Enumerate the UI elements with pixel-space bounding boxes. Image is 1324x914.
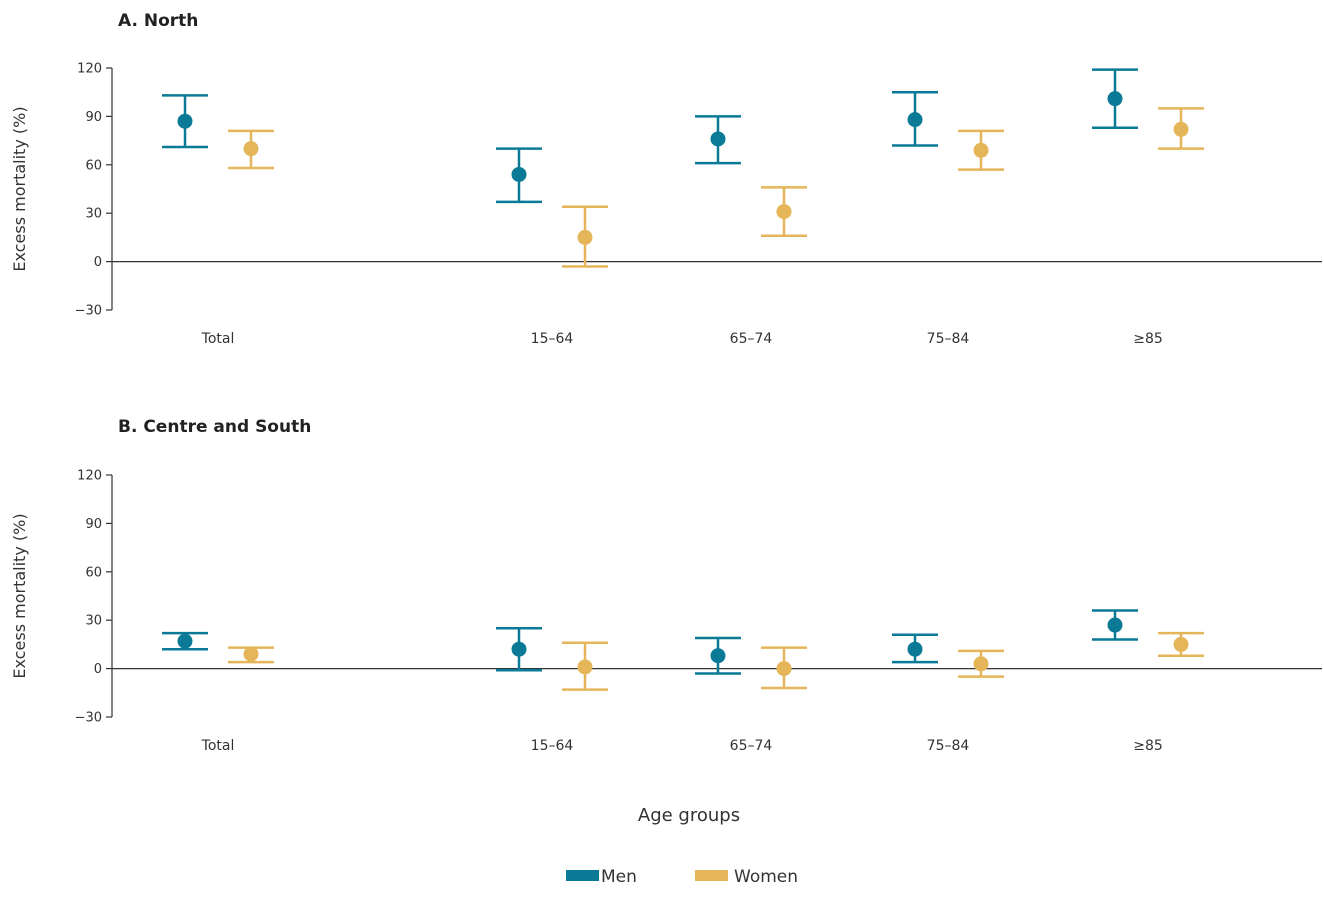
y-tick-label: 0 — [94, 662, 102, 677]
data-point-men — [907, 112, 923, 128]
data-point-men — [907, 641, 923, 657]
data-point-women — [776, 661, 792, 677]
y-axis-label: Excess mortality (%) — [10, 106, 29, 271]
category-label: Total — [201, 331, 235, 347]
y-tick-label: 90 — [85, 517, 102, 532]
data-point-men — [1107, 91, 1123, 107]
data-point-men — [710, 648, 726, 664]
data-point-men — [1107, 617, 1123, 633]
data-point-men — [177, 633, 193, 649]
panel-title: A. North — [118, 11, 198, 31]
data-point-women — [1173, 121, 1189, 137]
y-tick-label: 0 — [94, 255, 102, 270]
category-label: 75–84 — [927, 331, 970, 347]
y-tick-label: 90 — [85, 110, 102, 125]
panel-title: B. Centre and South — [118, 417, 311, 437]
legend-swatch-women — [695, 870, 728, 881]
category-label: ≥85 — [1133, 738, 1163, 754]
data-point-women — [577, 229, 593, 245]
y-tick-label: 120 — [77, 62, 102, 77]
x-axis-label: Age groups — [638, 805, 740, 826]
y-tick-label: 60 — [85, 158, 102, 173]
category-label: Total — [201, 738, 235, 754]
data-point-women — [973, 142, 989, 158]
data-point-men — [511, 166, 527, 182]
category-label: 65–74 — [730, 331, 773, 347]
y-tick-label: −30 — [75, 304, 102, 319]
data-point-women — [243, 141, 259, 157]
category-label: 75–84 — [927, 738, 970, 754]
category-label: 15–64 — [531, 331, 574, 347]
data-point-women — [1173, 636, 1189, 652]
data-point-women — [973, 656, 989, 672]
legend-swatch-men — [566, 870, 599, 881]
y-tick-label: 30 — [85, 207, 102, 222]
data-point-women — [776, 204, 792, 220]
data-point-men — [710, 131, 726, 147]
y-tick-label: −30 — [75, 711, 102, 726]
data-point-women — [577, 659, 593, 675]
category-label: 65–74 — [730, 738, 773, 754]
y-tick-label: 120 — [77, 469, 102, 484]
data-point-men — [511, 641, 527, 657]
legend-label-men: Men — [601, 867, 637, 887]
y-tick-label: 30 — [85, 614, 102, 629]
category-label: 15–64 — [531, 738, 574, 754]
y-axis-label: Excess mortality (%) — [10, 513, 29, 678]
data-point-women — [243, 646, 259, 662]
data-point-men — [177, 113, 193, 129]
legend-label-women: Women — [734, 867, 798, 887]
category-label: ≥85 — [1133, 331, 1163, 347]
y-tick-label: 60 — [85, 565, 102, 580]
